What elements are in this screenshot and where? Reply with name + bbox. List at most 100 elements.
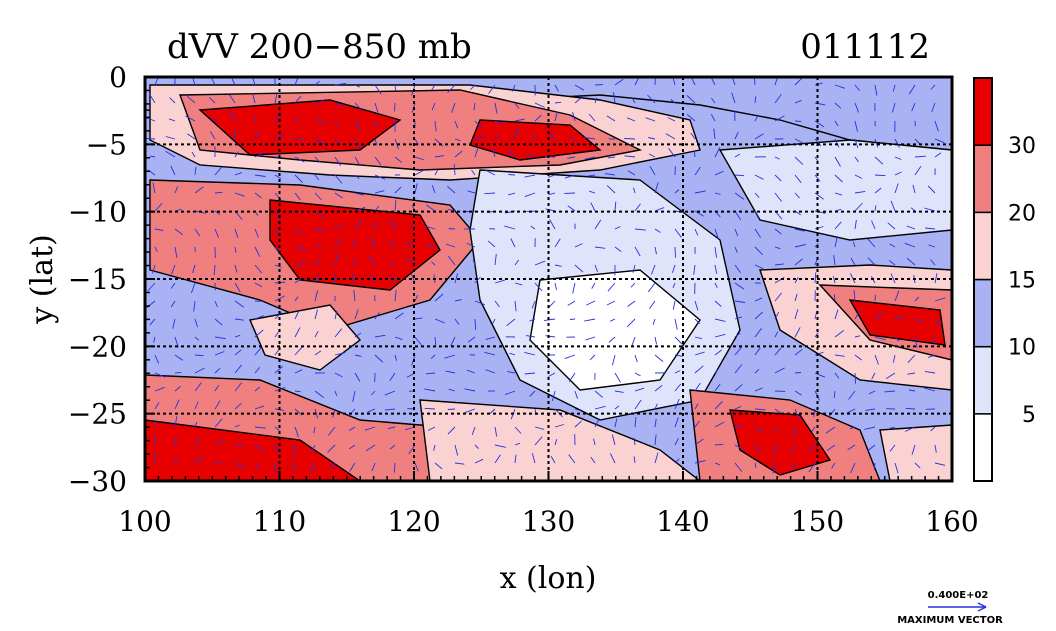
- wind-vector: [714, 443, 724, 446]
- wind-vector: [714, 349, 723, 356]
- wind-vector: [209, 130, 216, 140]
- wind-vector: [274, 134, 285, 140]
- x-tick-label: 120: [387, 505, 440, 538]
- wind-vector: [714, 383, 721, 392]
- wind-vector: [294, 246, 306, 250]
- wind-vector: [174, 246, 178, 258]
- wind-vector: [448, 388, 456, 392]
- wind-vector: [390, 260, 396, 266]
- wind-vector: [924, 207, 936, 212]
- wind-vector: [671, 264, 676, 274]
- wind-vector: [589, 354, 596, 361]
- wind-vector: [252, 94, 256, 104]
- wind-vector: [567, 205, 576, 212]
- wind-vector: [694, 460, 706, 464]
- wind-vector: [169, 97, 176, 104]
- wind-vector: [834, 309, 839, 320]
- wind-vector: [626, 117, 636, 122]
- wind-vector: [774, 367, 785, 374]
- wind-vector: [793, 426, 796, 438]
- wind-vector: [352, 390, 356, 402]
- wind-vector: [448, 228, 456, 230]
- wind-vector: [774, 192, 782, 202]
- wind-vector: [254, 246, 261, 257]
- wind-vector: [833, 255, 836, 266]
- wind-vector: [609, 453, 616, 464]
- wind-vector: [194, 318, 199, 328]
- wind-vector: [714, 421, 725, 428]
- wind-vector: [293, 444, 296, 456]
- colorbar-label: 30: [1008, 134, 1036, 159]
- wind-vector: [214, 351, 225, 356]
- wind-vector: [254, 264, 263, 274]
- wind-vector: [311, 444, 316, 452]
- wind-vector: [354, 239, 357, 248]
- wind-vector: [274, 295, 285, 302]
- wind-vector: [314, 273, 320, 284]
- wind-vector: [354, 332, 362, 338]
- wind-vector: [633, 437, 636, 446]
- wind-vector: [494, 102, 498, 114]
- wind-vector: [847, 408, 856, 414]
- wind-vector: [353, 258, 356, 266]
- wind-vector: [932, 336, 936, 344]
- wind-vector: [374, 312, 380, 320]
- wind-vector: [374, 174, 386, 180]
- wind-vector: [394, 354, 397, 361]
- wind-vector: [614, 405, 620, 410]
- wind-vector: [714, 368, 719, 374]
- wind-vector: [187, 133, 196, 140]
- wind-vector: [274, 331, 279, 338]
- wind-vector: [214, 300, 218, 308]
- wind-vector: [234, 462, 245, 469]
- wind-vector: [554, 282, 557, 290]
- wind-vector: [754, 426, 765, 434]
- wind-vector: [327, 444, 336, 453]
- wind-vector: [474, 147, 479, 158]
- wind-vector: [674, 228, 682, 238]
- wind-vector: [889, 243, 896, 248]
- wind-vector: [194, 421, 198, 428]
- wind-vector: [466, 369, 476, 374]
- wind-vector: [754, 368, 760, 374]
- wind-vector: [633, 187, 636, 194]
- wind-vector: [370, 237, 376, 248]
- wind-vector: [670, 99, 676, 104]
- vector-legend-caption: MAXIMUM VECTOR: [897, 615, 1003, 626]
- wind-vector: [214, 439, 224, 446]
- wind-vector: [153, 336, 156, 343]
- wind-vector: [908, 389, 916, 392]
- wind-vector: [354, 174, 360, 180]
- wind-vector: [466, 242, 476, 248]
- wind-vector: [630, 282, 636, 288]
- wind-vector: [334, 156, 341, 166]
- wind-vector: [754, 444, 760, 453]
- wind-vector: [774, 331, 779, 338]
- wind-vector: [874, 84, 878, 96]
- wind-vector: [714, 147, 721, 158]
- wind-vector: [665, 133, 676, 140]
- wind-vector: [294, 277, 302, 284]
- wind-vector: [569, 136, 576, 140]
- wind-vector: [774, 426, 779, 433]
- wind-vector: [254, 131, 260, 140]
- wind-vector: [714, 400, 723, 410]
- wind-vector: [154, 202, 163, 212]
- x-tick-label: 160: [925, 505, 978, 538]
- wind-vector: [529, 390, 536, 397]
- wind-vector: [834, 84, 846, 89]
- x-tick-label: 110: [253, 505, 306, 538]
- wind-vector: [634, 372, 641, 377]
- wind-vector: [524, 174, 536, 178]
- wind-vector: [849, 426, 856, 430]
- wind-vector: [934, 444, 937, 453]
- wind-vector: [674, 318, 678, 330]
- wind-vector: [548, 192, 556, 196]
- wind-vector: [564, 174, 576, 179]
- wind-vector: [394, 312, 404, 320]
- wind-vector: [365, 444, 376, 452]
- wind-vector: [548, 372, 556, 377]
- wind-vector: [353, 290, 356, 302]
- wind-vector: [907, 354, 916, 363]
- wind-vector: [674, 458, 680, 464]
